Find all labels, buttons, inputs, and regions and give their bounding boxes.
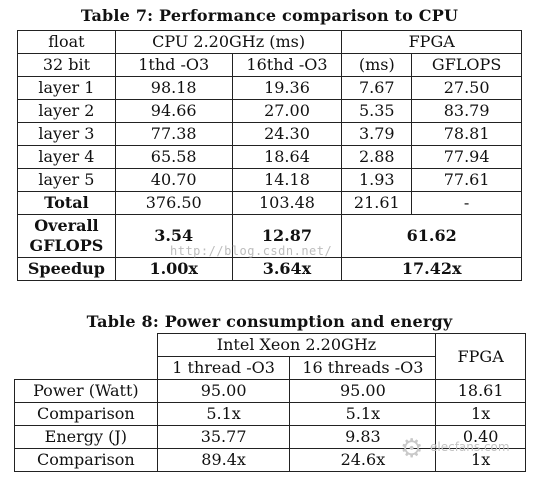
overall-label-line1: Overall: [34, 216, 99, 235]
header-cell: 16thd -O3: [231, 53, 343, 77]
table-row: Overall GFLOPS 3.54 12.87 61.62: [17, 214, 522, 258]
table-cell: 77.94: [411, 145, 522, 169]
gear-icon: ⚙: [400, 434, 424, 464]
blog-watermark: http://blog.csdn.net/: [170, 244, 333, 258]
header-cell: CPU 2.20GHz (ms): [114, 30, 343, 54]
table-row: layer 2 94.66 27.00 5.35 83.79: [17, 99, 522, 123]
table-cell: 7.67: [341, 76, 413, 100]
table-row: layer 4 65.58 18.64 2.88 77.94: [17, 145, 522, 169]
table-cell: 2.88: [341, 145, 413, 169]
overall-label-line2: GFLOPS: [29, 236, 104, 255]
table-cell: 77.61: [411, 168, 522, 192]
header-cell: 32 bit: [17, 53, 116, 77]
table-cell: 376.50: [114, 191, 233, 215]
table-cell: -: [411, 191, 522, 215]
table-row: layer 3 77.38 24.30 3.79 78.81: [17, 122, 522, 146]
table-cell: Comparison: [14, 448, 158, 472]
table-cell: 3.64x: [231, 257, 343, 281]
table-cell: 1.00x: [114, 257, 233, 281]
header-cell: float: [17, 30, 116, 54]
table-cell: 35.77: [156, 425, 291, 449]
table-cell: Power (Watt): [14, 379, 158, 403]
performance-table: float CPU 2.20GHz (ms) FPGA 32 bit 1thd …: [17, 30, 522, 281]
table-cell: Comparison: [14, 402, 158, 426]
header-cell: FPGA: [341, 30, 522, 54]
table-cell: Energy (J): [14, 425, 158, 449]
table-cell: 5.1x: [156, 402, 291, 426]
table8-caption: Table 8: Power consumption and energy: [86, 312, 453, 331]
table-row: 32 bit 1thd -O3 16thd -O3 (ms) GFLOPS: [17, 53, 522, 77]
table-cell: layer 5: [17, 168, 116, 192]
table-row: layer 1 98.18 19.36 7.67 27.50: [17, 76, 522, 100]
header-cell: 1 thread -O3: [156, 356, 291, 380]
table-row: float CPU 2.20GHz (ms) FPGA: [17, 30, 522, 54]
table-cell: 27.50: [411, 76, 522, 100]
table-cell: 98.18: [114, 76, 233, 100]
table-cell: 5.35: [341, 99, 413, 123]
table-row: Speedup 1.00x 3.64x 17.42x: [17, 257, 522, 281]
table-row: Total 376.50 103.48 21.61 -: [17, 191, 522, 215]
table-row: Power (Watt) 95.00 95.00 18.61: [14, 379, 526, 403]
header-cell: (ms): [341, 53, 413, 77]
table-cell: 24.6x: [289, 448, 437, 472]
header-cell: GFLOPS: [411, 53, 522, 77]
table-cell: 78.81: [411, 122, 522, 146]
speedup-label: Speedup: [17, 257, 116, 281]
table-cell: 3.54: [114, 214, 233, 258]
power-table: Intel Xeon 2.20GHz FPGA 1 thread -O3 16 …: [14, 333, 526, 472]
overall-gflops-label: Overall GFLOPS: [17, 214, 116, 258]
table-cell: 12.87: [231, 214, 343, 258]
table-cell: 19.36: [231, 76, 343, 100]
table-cell: 24.30: [231, 122, 343, 146]
table-cell: 3.79: [341, 122, 413, 146]
table-row: layer 5 40.70 14.18 1.93 77.61: [17, 168, 522, 192]
table-cell: 21.61: [341, 191, 413, 215]
table-cell: 9.83: [289, 425, 437, 449]
total-label: Total: [17, 191, 116, 215]
table-row: Comparison 5.1x 5.1x 1x: [14, 402, 526, 426]
table-cell: layer 2: [17, 99, 116, 123]
table-cell: layer 1: [17, 76, 116, 100]
table-cell: 83.79: [411, 99, 522, 123]
table-cell: 61.62: [341, 214, 522, 258]
table-cell: 103.48: [231, 191, 343, 215]
table-cell: 5.1x: [289, 402, 437, 426]
header-cell: 1thd -O3: [114, 53, 233, 77]
table-cell: 40.70: [114, 168, 233, 192]
table-row: Intel Xeon 2.20GHz FPGA: [14, 333, 526, 380]
table-cell: 1.93: [341, 168, 413, 192]
empty-cell: [14, 333, 158, 380]
table-cell: 94.66: [114, 99, 233, 123]
table-cell: 77.38: [114, 122, 233, 146]
table-row: 1 thread -O3 16 threads -O3: [15, 356, 526, 380]
header-cell: FPGA: [435, 333, 526, 380]
table-cell: 0.40: [435, 425, 526, 449]
table-cell: 14.18: [231, 168, 343, 192]
table-row: Comparison 89.4x 24.6x 1x: [14, 448, 526, 472]
elecfans-watermark: ⚙ elecfans.com: [400, 428, 525, 472]
table-cell: 1x: [435, 448, 526, 472]
table-cell: 18.61: [435, 379, 526, 403]
table-cell: 18.64: [231, 145, 343, 169]
header-cell: Intel Xeon 2.20GHz: [156, 333, 437, 357]
header-cell: 16 threads -O3: [289, 356, 437, 380]
elecfans-watermark-text: elecfans.com: [430, 440, 510, 454]
table-cell: layer 3: [17, 122, 116, 146]
table-cell: layer 4: [17, 145, 116, 169]
table-cell: 95.00: [289, 379, 437, 403]
table-cell: 95.00: [156, 379, 291, 403]
table7-caption: Table 7: Performance comparison to CPU: [80, 6, 459, 25]
table-cell: 89.4x: [156, 448, 291, 472]
table-cell: 65.58: [114, 145, 233, 169]
table-cell: 27.00: [231, 99, 343, 123]
table-cell: 1x: [435, 402, 526, 426]
table-cell: 17.42x: [341, 257, 522, 281]
